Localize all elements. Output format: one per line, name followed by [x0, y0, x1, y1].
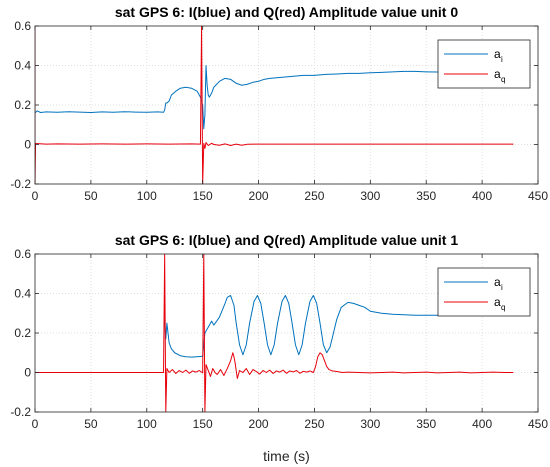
x-tick-label: 150	[193, 189, 213, 203]
legend-box	[437, 39, 531, 89]
y-tick-label: -0.2	[10, 177, 31, 191]
y-tick-label: 0.6	[14, 247, 31, 261]
legend-label-aq: a	[494, 295, 501, 309]
x-tick-label: 200	[249, 417, 269, 431]
y-tick-label: -0.2	[10, 405, 31, 419]
x-tick-label: 300	[360, 189, 380, 203]
x-tick-label: 100	[137, 189, 157, 203]
x-axis-label: time (s)	[263, 448, 310, 464]
x-tick-label: 100	[137, 417, 157, 431]
legend-subscript: i	[501, 55, 503, 64]
x-tick-label: 350	[416, 417, 436, 431]
plot-title: sat GPS 6: I(blue) and Q(red) Amplitude …	[115, 4, 459, 20]
legend: a ia q	[437, 267, 531, 317]
x-tick-label: 400	[472, 417, 492, 431]
legend-label-ai: a	[494, 275, 501, 289]
series-aq-line	[35, 254, 514, 412]
x-tick-label: 150	[193, 417, 213, 431]
legend-subscript: i	[501, 283, 503, 292]
x-tick-label: 450	[528, 189, 548, 203]
legend-subscript: q	[501, 303, 505, 312]
plot-unit-0: sat GPS 6: I(blue) and Q(red) Amplitude …	[10, 4, 548, 203]
series-aq-line	[35, 26, 514, 184]
x-tick-label: 0	[32, 417, 39, 431]
legend: a ia q	[437, 39, 531, 89]
legend-box	[437, 267, 531, 317]
series-ai-line	[35, 65, 514, 130]
legend-label-ai: a	[494, 47, 501, 61]
x-tick-label: 250	[304, 189, 324, 203]
x-tick-label: 450	[528, 417, 548, 431]
plot-unit-1: sat GPS 6: I(blue) and Q(red) Amplitude …	[10, 232, 548, 431]
series-ai-line	[164, 294, 514, 358]
x-tick-label: 200	[249, 189, 269, 203]
y-tick-label: 0.2	[14, 326, 31, 340]
y-tick-label: 0	[24, 366, 31, 380]
y-tick-label: 0.2	[14, 98, 31, 112]
x-tick-label: 250	[304, 417, 324, 431]
plot-title: sat GPS 6: I(blue) and Q(red) Amplitude …	[115, 232, 459, 248]
legend-subscript: q	[501, 75, 505, 84]
y-tick-label: 0.6	[14, 19, 31, 33]
legend-label-aq: a	[494, 67, 501, 81]
x-tick-label: 0	[32, 189, 39, 203]
y-tick-label: 0.4	[14, 59, 31, 73]
x-tick-label: 50	[84, 417, 98, 431]
x-tick-label: 400	[472, 189, 492, 203]
x-tick-label: 300	[360, 417, 380, 431]
y-tick-label: 0.4	[14, 287, 31, 301]
y-tick-label: 0	[24, 138, 31, 152]
x-tick-label: 50	[84, 189, 98, 203]
x-tick-label: 350	[416, 189, 436, 203]
